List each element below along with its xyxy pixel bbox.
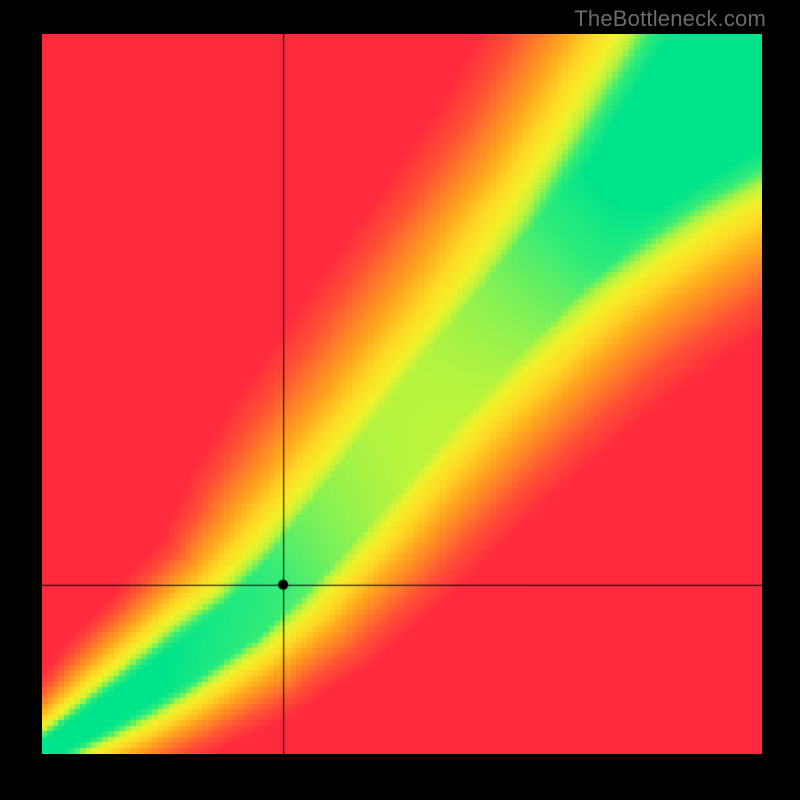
watermark-text: TheBottleneck.com — [574, 6, 766, 32]
bottleneck-heatmap — [42, 34, 762, 754]
